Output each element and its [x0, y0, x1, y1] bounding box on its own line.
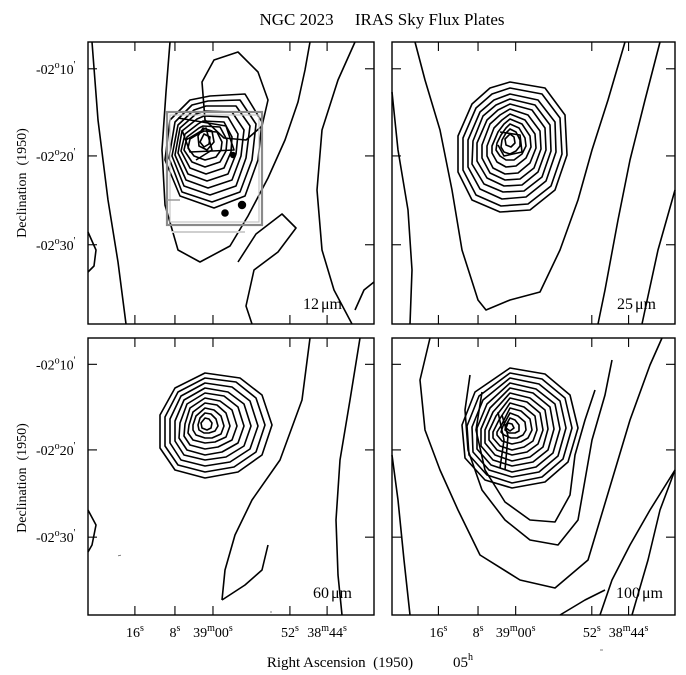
y-axis-title-top: Declination (1950) [15, 128, 30, 238]
star-marker [221, 209, 229, 217]
contours-25um [391, 41, 676, 325]
x-axis-hour: 05h [453, 652, 473, 671]
ra-tick-label: 38m44s [609, 623, 649, 641]
dec-tick-label: -02o30' [36, 236, 76, 254]
panel-frame-100um [391, 337, 676, 616]
panel-frame-12um [87, 41, 375, 325]
panel-frame-25um [391, 41, 676, 325]
ra-tick-label: 39m00s [193, 623, 233, 641]
ra-tick-label: 52s [583, 623, 601, 641]
ra-tick-label: 38m44s [307, 623, 347, 641]
scan-speckle [117, 554, 603, 651]
overlay-field-box [165, 110, 264, 233]
star-marker [237, 200, 247, 210]
contours-100um [391, 337, 676, 616]
contours-12um [87, 41, 375, 325]
dec-tick-label: -02o20' [36, 147, 76, 165]
dec-tick-label: -02o30' [36, 528, 76, 546]
panel-frame-60um [87, 337, 375, 616]
contours-60um [87, 337, 361, 616]
ra-tick-labels: 16s 8s 39m00s 52s 38m44s 16s 8s 39m00s 52s 38m44s [126, 623, 649, 641]
x-axis-title: Right Ascension (1950) [267, 655, 413, 671]
band-label-12um: 12 μm [303, 296, 343, 313]
ra-tick-label: 39m00s [496, 623, 536, 641]
dec-tick-label: -02o10' [36, 355, 76, 373]
ra-tick-label: 8s [169, 623, 180, 641]
ra-tick-label: 8s [473, 623, 484, 641]
ra-tick-label: 16s [429, 623, 447, 641]
ra-tick-label: 16s [126, 623, 144, 641]
axis-ticks [88, 42, 675, 615]
band-label-25um: 25 μm [617, 296, 657, 313]
ra-tick-label: 52s [281, 623, 299, 641]
band-label-60um: 60 μm [313, 585, 353, 602]
y-axis-title-bottom: Declination (1950) [15, 423, 30, 533]
dec-tick-labels: -02o10' -02o20' -02o30' -02o10' -02o20' -02o3… [36, 60, 76, 546]
star-marker [229, 151, 237, 159]
dec-tick-label: -02o20' [36, 441, 76, 459]
dec-tick-label: -02o10' [36, 60, 76, 78]
figure-title: NGC 2023 IRAS Sky Flux Plates [259, 10, 504, 29]
band-label-100um: 100 μm [616, 585, 664, 602]
